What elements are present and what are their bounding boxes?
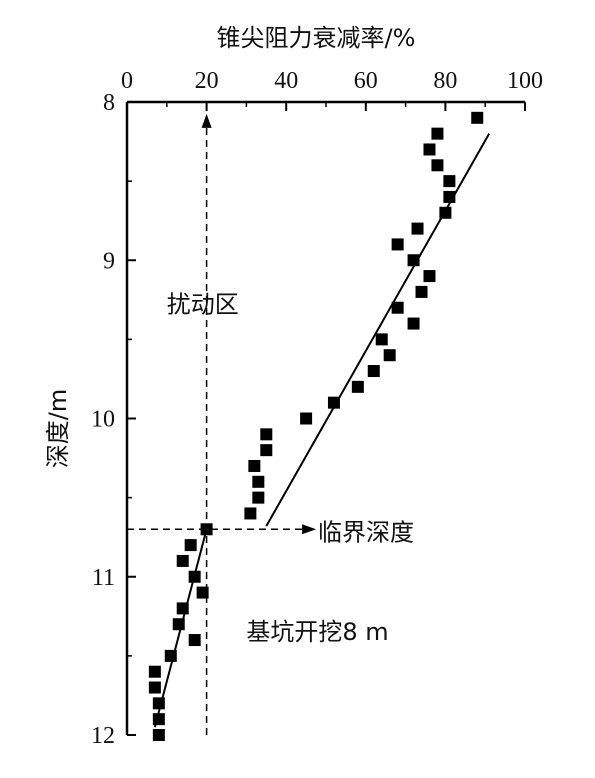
- labels: 锥尖阻力衰减率/% 深度/m 扰动区 临界深度 基坑开挖8 m: [44, 24, 415, 646]
- data-point: [443, 190, 456, 203]
- data-point: [411, 222, 424, 235]
- data-point: [431, 159, 444, 172]
- data-point: [439, 206, 452, 219]
- x-tick-label: 100: [507, 68, 543, 94]
- data-point: [431, 127, 444, 140]
- data-point: [407, 254, 420, 267]
- annotation-disturbed-zone: 扰动区: [167, 291, 239, 319]
- data-point: [415, 285, 428, 298]
- data-point: [375, 333, 388, 346]
- y-tick-label: 8: [103, 90, 115, 116]
- annotation-critical-depth: 临界深度: [318, 518, 414, 546]
- fit-line: [265, 133, 491, 527]
- data-point: [200, 523, 213, 536]
- data-point: [176, 554, 189, 567]
- data-point: [172, 618, 185, 631]
- data-point: [351, 380, 364, 393]
- data-point: [443, 175, 456, 188]
- annotation-excavation: 基坑开挖8 m: [246, 618, 388, 646]
- data-point: [471, 111, 484, 124]
- data-point: [300, 412, 313, 425]
- data-point: [152, 697, 165, 710]
- data-point: [391, 301, 404, 314]
- y-axis-title: 深度/m: [44, 389, 72, 468]
- data-point: [260, 428, 273, 441]
- x-tick-label: 40: [274, 68, 298, 94]
- data-point: [391, 238, 404, 251]
- data-point: [152, 713, 165, 726]
- axes: 0 20 40 60 80 100 8 9 10 11 12: [91, 68, 543, 749]
- x-axis-title: 锥尖阻力衰减率/%: [217, 24, 416, 52]
- data-point: [148, 665, 161, 678]
- critical-depth-guides: [127, 113, 317, 735]
- x-tick-label: 60: [354, 68, 378, 94]
- data-point: [407, 317, 420, 330]
- data-point: [184, 539, 197, 552]
- data-point: [252, 475, 265, 488]
- data-point: [164, 649, 177, 662]
- guide-arrowhead: [302, 524, 317, 535]
- x-tick-label: 0: [121, 68, 133, 94]
- data-points: [148, 111, 484, 741]
- data-point: [188, 570, 201, 583]
- data-point: [423, 143, 436, 156]
- y-tick-label: 11: [92, 565, 115, 591]
- data-point: [327, 396, 340, 409]
- data-point: [423, 270, 436, 283]
- y-tick-label: 12: [91, 723, 115, 749]
- data-point: [383, 349, 396, 362]
- y-tick-label: 9: [103, 248, 115, 274]
- guide-arrowhead: [201, 113, 212, 128]
- data-point: [176, 602, 189, 615]
- data-point: [196, 586, 209, 599]
- data-point: [188, 634, 201, 647]
- data-point: [248, 459, 261, 472]
- data-point: [252, 491, 265, 504]
- data-point: [244, 507, 257, 520]
- data-point: [148, 681, 161, 694]
- data-point: [367, 365, 380, 378]
- data-point: [260, 444, 273, 457]
- y-tick-label: 10: [91, 407, 115, 433]
- data-point: [152, 729, 165, 741]
- x-tick-label: 80: [433, 68, 457, 94]
- x-tick-label: 20: [195, 68, 219, 94]
